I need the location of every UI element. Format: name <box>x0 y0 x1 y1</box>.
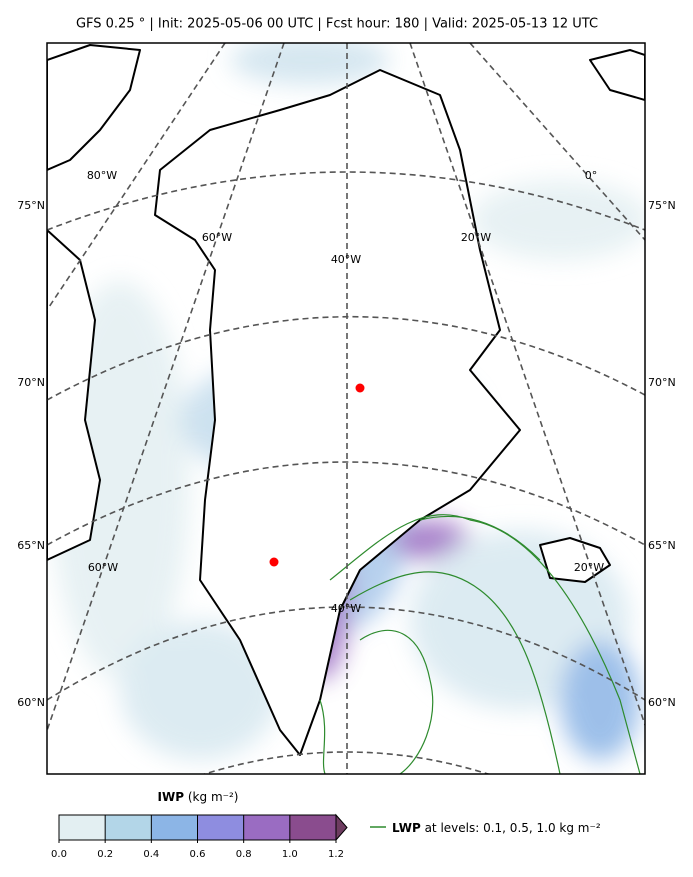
lat-label: 65°N <box>648 539 676 552</box>
lat-label: 70°N <box>17 376 45 389</box>
lon-label: 0° <box>585 169 598 182</box>
colorbar-segment <box>289 815 337 840</box>
coastline <box>47 229 101 561</box>
lon-label: 40°W <box>331 602 361 615</box>
lat-label: 60°N <box>648 696 676 709</box>
colorbar-tick-label: 0.4 <box>143 849 159 860</box>
colorbar-tick-label: 0.8 <box>236 849 252 860</box>
lat-label: 70°N <box>648 376 676 389</box>
map-frame <box>46 42 646 775</box>
colorbar-tick-label: 1.2 <box>328 849 344 860</box>
lon-label: 20°W <box>574 561 604 574</box>
colorbar-segment <box>243 815 291 840</box>
marker <box>269 557 279 567</box>
colorbar-extend <box>335 813 348 842</box>
colorbar-tick-label: 0.6 <box>190 849 206 860</box>
colorbar-tick-label: 0.0 <box>51 849 67 860</box>
lat-label: 60°N <box>17 696 45 709</box>
colorbar-label: IWP (kg m⁻²) <box>158 790 239 804</box>
colorbar-segment <box>197 815 245 840</box>
marker <box>355 383 365 393</box>
lon-label: 20°W <box>461 231 491 244</box>
lon-label: 40°W <box>331 253 361 266</box>
colorbar-tick-label: 1.0 <box>282 849 298 860</box>
coastline <box>539 537 611 583</box>
map: 80°W 60°W 40°W 20°W 0° 60°W 40°W 20°W <box>47 43 645 774</box>
lwp-contours <box>319 514 641 774</box>
title: GFS 0.25 ° | Init: 2025-05-06 00 UTC | F… <box>76 17 598 32</box>
lat-label: 65°N <box>17 539 45 552</box>
lon-label: 80°W <box>87 169 117 182</box>
colorbar: 0.0 0.2 0.4 0.6 0.8 1.0 1.2 <box>51 813 348 860</box>
legend-text: LWP at levels: 0.1, 0.5, 1.0 kg m⁻² <box>392 821 601 835</box>
legend-levels: at levels: 0.1, 0.5, 1.0 kg m⁻² <box>425 821 601 835</box>
lat-label: 75°N <box>17 199 45 212</box>
graticule <box>47 43 645 774</box>
lon-label: 60°W <box>202 231 232 244</box>
colorbar-segment <box>59 815 106 840</box>
lon-labels: 80°W 60°W 40°W 20°W 0° 60°W 40°W 20°W <box>87 169 604 615</box>
coastline <box>154 69 521 756</box>
coastline <box>589 49 645 101</box>
colorbar-tick-label: 0.2 <box>97 849 113 860</box>
coastline <box>47 44 141 171</box>
lon-label: 60°W <box>88 561 118 574</box>
colorbar-segment <box>105 815 152 840</box>
lat-labels: 75°N 75°N 70°N 70°N 65°N 65°N 60°N 60°N <box>17 199 675 709</box>
lat-label: 75°N <box>648 199 676 212</box>
legend-name: LWP <box>392 821 421 835</box>
colorbar-name: IWP <box>158 790 185 804</box>
colorbar-segment <box>151 815 198 840</box>
colorbar-units: (kg m⁻²) <box>188 790 239 804</box>
